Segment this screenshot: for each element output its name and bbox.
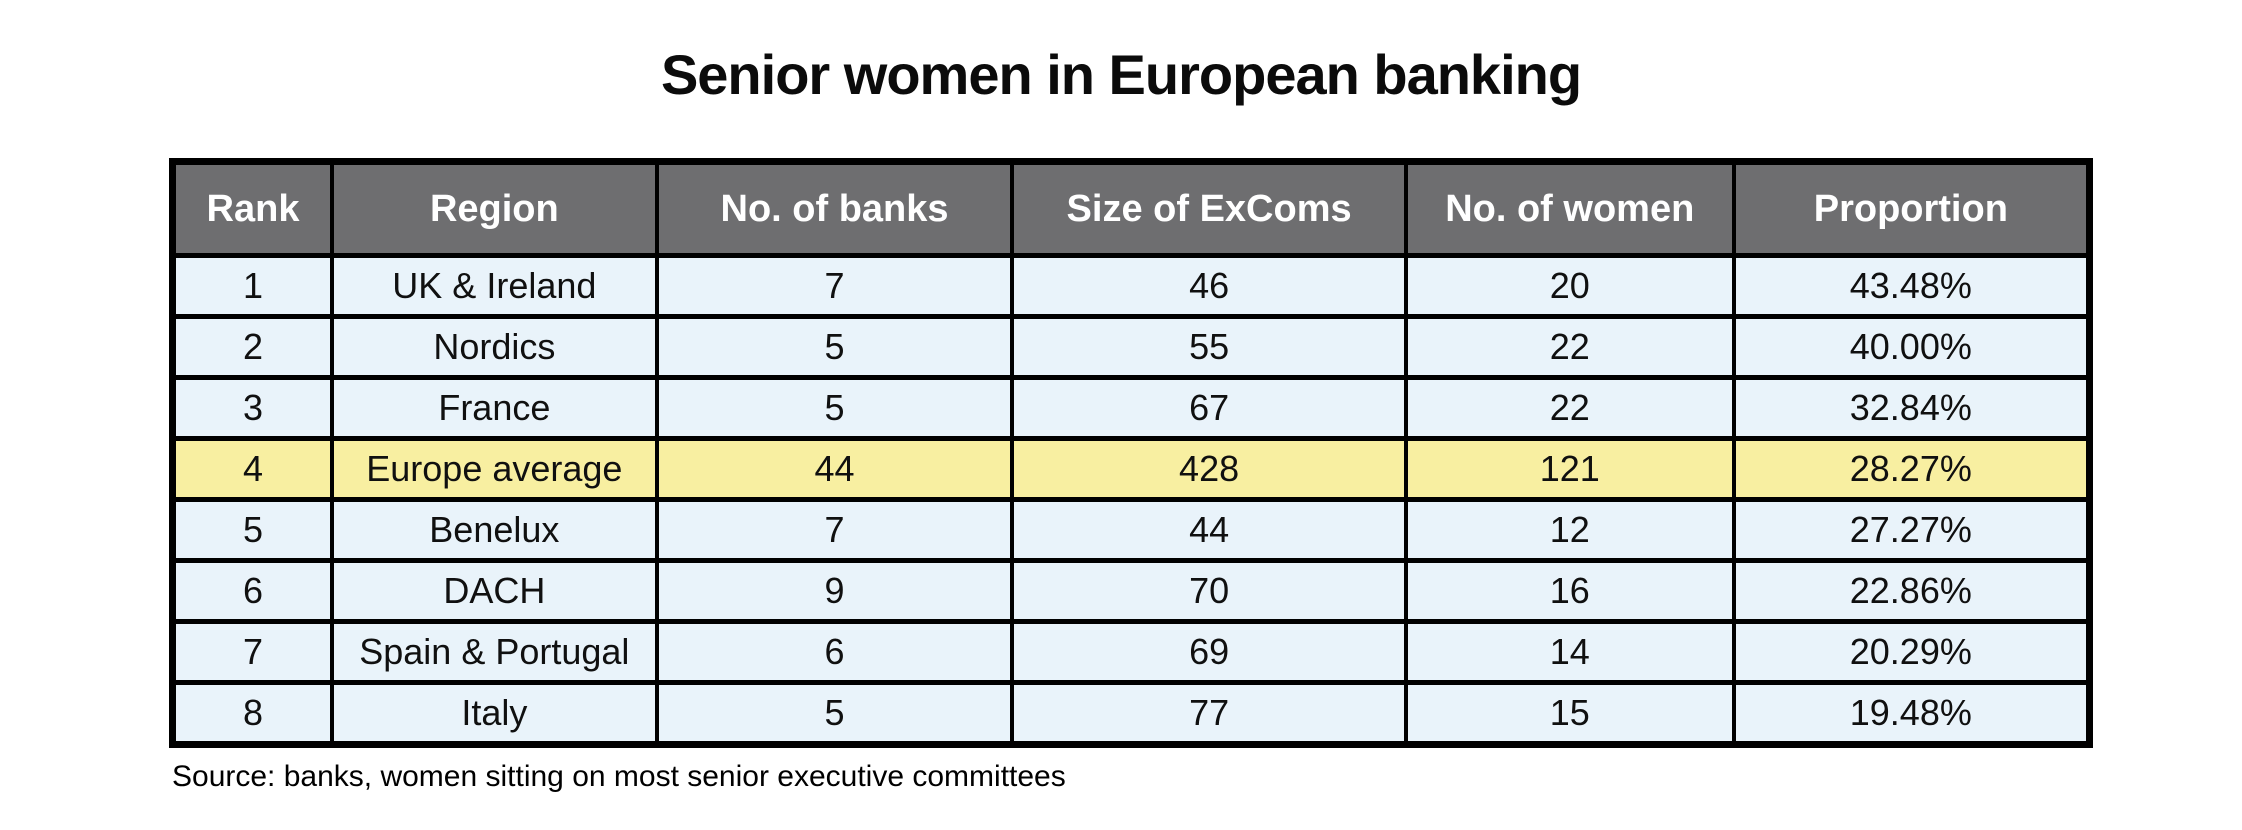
cell-size-of-excoms: 77 xyxy=(1010,680,1408,747)
cell-proportion: 28.27% xyxy=(1731,436,2092,502)
table-row: 5 Benelux 7 44 12 27.27% xyxy=(170,497,2092,563)
cell-no-of-women: 22 xyxy=(1403,375,1736,441)
column-header-rank: Rank xyxy=(170,159,334,258)
cell-no-of-women: 16 xyxy=(1403,558,1736,624)
cell-rank: 6 xyxy=(170,558,334,624)
header-row: Rank Region No. of banks Size of ExComs No. … xyxy=(170,159,2092,258)
cell-no-of-banks: 5 xyxy=(654,314,1015,380)
cell-no-of-women: 12 xyxy=(1403,497,1736,563)
cell-region: Benelux xyxy=(329,497,659,563)
cell-size-of-excoms: 70 xyxy=(1010,558,1408,624)
cell-region: France xyxy=(329,375,659,441)
cell-no-of-banks: 7 xyxy=(654,497,1015,563)
column-header-no-of-banks: No. of banks xyxy=(654,159,1015,258)
cell-rank: 2 xyxy=(170,314,334,380)
cell-no-of-banks: 6 xyxy=(654,619,1015,685)
cell-proportion: 43.48% xyxy=(1731,253,2092,319)
table-row: 6 DACH 9 70 16 22.86% xyxy=(170,558,2092,624)
cell-rank: 1 xyxy=(170,253,334,319)
cell-proportion: 27.27% xyxy=(1731,497,2092,563)
cell-no-of-banks: 44 xyxy=(654,436,1015,502)
cell-region: Europe average xyxy=(329,436,659,502)
page-title: Senior women in European banking xyxy=(660,43,1582,106)
table-row: 2 Nordics 5 55 22 40.00% xyxy=(170,314,2092,380)
table-header: Rank Region No. of banks Size of ExComs No. … xyxy=(170,159,2092,258)
cell-rank: 3 xyxy=(170,375,334,441)
cell-size-of-excoms: 67 xyxy=(1010,375,1408,441)
cell-no-of-banks: 5 xyxy=(654,375,1015,441)
cell-no-of-banks: 9 xyxy=(654,558,1015,624)
cell-region: Italy xyxy=(329,680,659,747)
table-row: 7 Spain & Portugal 6 69 14 20.29% xyxy=(170,619,2092,685)
table-row: 3 France 5 67 22 32.84% xyxy=(170,375,2092,441)
table-body: 1 UK & Ireland 7 46 20 43.48% 2 Nordics 5 55 22 40.… xyxy=(170,253,2092,747)
source-note: Source: banks, women sitting on most sen… xyxy=(172,760,1066,793)
cell-no-of-women: 20 xyxy=(1403,253,1736,319)
column-header-no-of-women: No. of women xyxy=(1403,159,1736,258)
column-header-region: Region xyxy=(329,159,659,258)
cell-rank: 8 xyxy=(170,680,334,747)
cell-no-of-women: 121 xyxy=(1403,436,1736,502)
cell-proportion: 20.29% xyxy=(1731,619,2092,685)
cell-proportion: 32.84% xyxy=(1731,375,2092,441)
table-row: 8 Italy 5 77 15 19.48% xyxy=(170,680,2092,747)
cell-size-of-excoms: 428 xyxy=(1010,436,1408,502)
cell-rank: 7 xyxy=(170,619,334,685)
cell-no-of-women: 22 xyxy=(1403,314,1736,380)
cell-region: Spain & Portugal xyxy=(329,619,659,685)
cell-rank: 4 xyxy=(170,436,334,502)
cell-size-of-excoms: 44 xyxy=(1010,497,1408,563)
cell-size-of-excoms: 46 xyxy=(1010,253,1408,319)
cell-no-of-banks: 5 xyxy=(654,680,1015,747)
cell-proportion: 40.00% xyxy=(1731,314,2092,380)
cell-region: Nordics xyxy=(329,314,659,380)
table-row: 4 Europe average 44 428 121 28.27% xyxy=(170,436,2092,502)
cell-proportion: 22.86% xyxy=(1731,558,2092,624)
cell-no-of-women: 15 xyxy=(1403,680,1736,747)
column-header-size-of-excoms: Size of ExComs xyxy=(1010,159,1408,258)
cell-region: DACH xyxy=(329,558,659,624)
cell-size-of-excoms: 69 xyxy=(1010,619,1408,685)
column-header-proportion: Proportion xyxy=(1731,159,2092,258)
cell-size-of-excoms: 55 xyxy=(1010,314,1408,380)
data-table: Rank Region No. of banks Size of ExComs No. … xyxy=(169,158,2093,748)
cell-proportion: 19.48% xyxy=(1731,680,2092,747)
cell-no-of-banks: 7 xyxy=(654,253,1015,319)
table-row: 1 UK & Ireland 7 46 20 43.48% xyxy=(170,253,2092,319)
cell-no-of-women: 14 xyxy=(1403,619,1736,685)
cell-rank: 5 xyxy=(170,497,334,563)
cell-region: UK & Ireland xyxy=(329,253,659,319)
